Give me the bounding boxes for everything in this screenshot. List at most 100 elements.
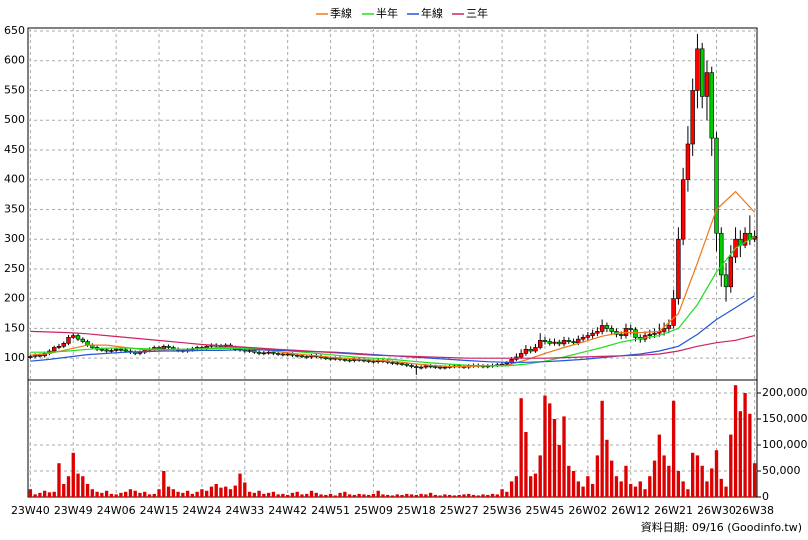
- volume-bar: [729, 434, 733, 497]
- volume-bar: [400, 494, 404, 497]
- x-tick-label: 25W09: [354, 504, 393, 517]
- volume-bar: [271, 491, 276, 497]
- volume-bar: [743, 393, 747, 497]
- volume-bar: [576, 481, 580, 497]
- volume-bar: [305, 493, 309, 497]
- volume-bar: [648, 476, 652, 497]
- volume-bar: [157, 489, 161, 497]
- candle-body: [99, 348, 105, 351]
- volume-bar: [557, 445, 561, 497]
- x-tick-label: 24W33: [225, 504, 264, 517]
- candle-body: [695, 48, 700, 91]
- volume-bar: [300, 494, 304, 497]
- candle-body: [266, 351, 271, 354]
- y-tick-label: 200: [4, 292, 25, 305]
- volume-bar: [47, 492, 52, 497]
- volume-bar: [266, 492, 271, 497]
- volume-bar: [610, 460, 614, 497]
- volume-bar: [314, 492, 318, 497]
- candle-body: [728, 256, 734, 288]
- volume-bar: [181, 492, 185, 497]
- candle-body: [433, 366, 438, 368]
- candle-body: [523, 348, 529, 354]
- y-tick-label: 650: [4, 24, 25, 37]
- volume-bar: [505, 491, 509, 497]
- volume-bar: [681, 481, 685, 497]
- volume-bar: [195, 491, 199, 497]
- volume-bar: [243, 482, 247, 497]
- candle-body: [56, 345, 62, 348]
- volume-bar: [276, 494, 280, 497]
- volume-bar: [357, 493, 361, 497]
- x-tick-label: 24W51: [311, 504, 350, 517]
- volume-bar: [238, 473, 242, 497]
- volume-bar: [405, 493, 409, 497]
- candle-body: [71, 335, 76, 338]
- volume-bar: [290, 492, 295, 497]
- volume-bar: [414, 494, 418, 497]
- volume-bar: [338, 492, 342, 497]
- candle-body: [590, 332, 595, 336]
- candle-body: [552, 341, 557, 344]
- x-tick-label: 25W18: [397, 504, 436, 517]
- volume-bar: [200, 489, 204, 497]
- candle-body: [328, 357, 333, 360]
- volume-bar: [676, 471, 681, 497]
- volume-bar: [748, 413, 752, 497]
- candle-body: [366, 360, 371, 362]
- candle-body: [37, 354, 43, 357]
- candle-body: [161, 345, 166, 349]
- candle-body: [437, 366, 443, 369]
- volume-bar: [343, 491, 347, 497]
- volume-bar: [652, 460, 657, 497]
- volume-bar: [471, 494, 476, 497]
- volume-bar: [710, 468, 714, 497]
- volume-bar: [166, 486, 171, 497]
- candle-body: [704, 72, 710, 97]
- candle-body: [666, 325, 672, 329]
- candle-body: [571, 341, 576, 344]
- volume-bar: [386, 494, 390, 497]
- y-tick-label: 600: [4, 54, 25, 67]
- candle-body: [256, 351, 262, 354]
- candle-body: [390, 362, 395, 364]
- candle-body: [561, 340, 567, 345]
- volume-bar: [738, 411, 742, 497]
- candle-body: [109, 350, 114, 352]
- candle-body: [299, 355, 305, 358]
- candle-body: [371, 360, 376, 363]
- volume-bar: [481, 494, 485, 497]
- candle-body: [414, 366, 419, 368]
- candle-body: [66, 337, 71, 344]
- candle-body: [28, 356, 33, 358]
- candle-body: [671, 298, 676, 326]
- candle-body: [557, 341, 562, 345]
- y-tick-label: 300: [4, 232, 25, 245]
- volume-bar: [495, 494, 499, 497]
- volume-bar: [562, 416, 566, 497]
- candle-body: [599, 325, 605, 332]
- candle-body: [156, 347, 162, 349]
- candle-body: [104, 349, 109, 352]
- volume-bar: [514, 476, 519, 497]
- volume-bar: [476, 495, 480, 497]
- volume-bar: [328, 493, 333, 497]
- candle-body: [633, 329, 638, 338]
- candle-body: [423, 365, 429, 368]
- candle-body: [609, 328, 614, 332]
- volume-bar: [462, 494, 466, 497]
- candle-body: [680, 179, 686, 240]
- volume-bar: [667, 465, 671, 497]
- candle-body: [528, 348, 533, 352]
- volume-bar: [76, 473, 80, 497]
- footer: 資料日期: 09/16 (Goodinfo.tw): [641, 520, 802, 534]
- volume-bar: [700, 465, 704, 497]
- candle-body: [723, 274, 729, 288]
- volume-bar: [367, 494, 371, 497]
- volume-bar: [552, 419, 557, 497]
- candle-body: [580, 337, 586, 340]
- volume-bar: [567, 465, 571, 497]
- candle-body: [118, 348, 124, 351]
- candle-body: [428, 365, 433, 368]
